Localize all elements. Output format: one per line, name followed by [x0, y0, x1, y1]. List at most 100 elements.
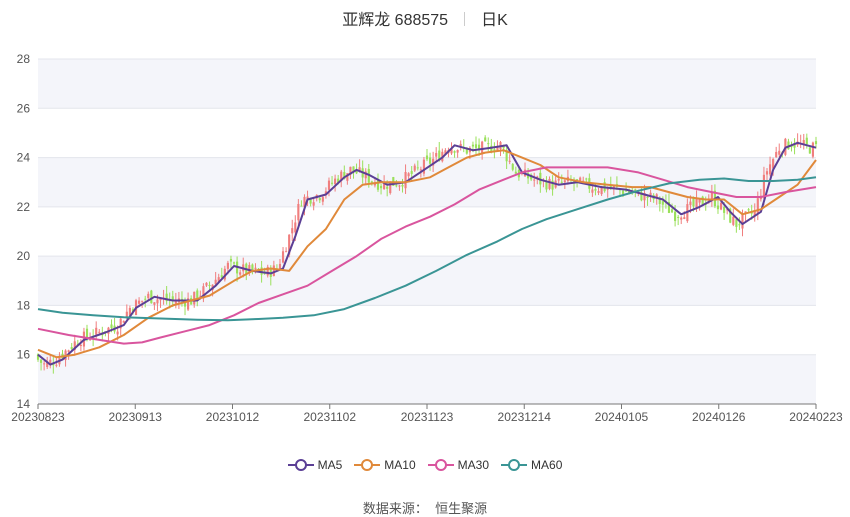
candle-body — [110, 324, 113, 329]
candle — [811, 141, 815, 159]
legend-item-ma30[interactable]: MA30 — [427, 458, 489, 472]
candle-body — [144, 298, 147, 300]
candle-body — [260, 267, 263, 275]
candle-body — [701, 196, 704, 206]
candle-body — [232, 262, 236, 264]
candle-body — [193, 291, 196, 305]
candle — [239, 269, 242, 277]
candle-body — [159, 298, 162, 301]
candle-body — [327, 180, 331, 190]
candle-body — [395, 185, 398, 187]
candle-body — [658, 198, 661, 204]
x-tick-label: 20230823 — [11, 410, 65, 424]
candle-body — [533, 179, 536, 181]
candle — [453, 150, 456, 158]
candle-body — [551, 180, 554, 190]
candle-body — [496, 146, 499, 152]
candle — [435, 147, 438, 162]
candle-body — [404, 172, 407, 189]
line-ma30 — [37, 166, 817, 345]
legend-item-ma60[interactable]: MA60 — [501, 458, 562, 472]
candle-body — [738, 224, 741, 226]
x-tick-label: 20240223 — [789, 410, 843, 424]
candle — [505, 146, 508, 170]
candle-body — [808, 147, 811, 154]
candle — [768, 156, 772, 177]
candle-body — [128, 307, 131, 316]
candle — [95, 321, 98, 341]
candle-body — [386, 186, 389, 189]
candle-body — [600, 186, 603, 195]
candle-body — [346, 173, 349, 181]
candle — [404, 164, 407, 194]
candle-body — [337, 178, 340, 183]
candle-body — [334, 178, 337, 185]
candle — [422, 156, 426, 177]
candle — [484, 135, 487, 142]
candle-body — [55, 364, 58, 366]
candle-body — [352, 166, 355, 172]
candle — [514, 166, 517, 174]
candle-body — [318, 198, 321, 201]
plot-band — [38, 59, 816, 109]
candle-body — [398, 185, 401, 187]
y-tick-label: 18 — [17, 298, 31, 312]
candle — [364, 168, 367, 186]
candle-body — [349, 166, 352, 175]
candle-body — [750, 212, 753, 214]
candle-body — [471, 144, 475, 147]
candle — [481, 140, 484, 160]
candle-body — [288, 234, 291, 255]
candle-body — [67, 350, 70, 352]
plot-band — [38, 256, 816, 306]
source-value: 恒生聚源 — [435, 501, 488, 516]
candle-body — [670, 209, 674, 213]
candle-body — [116, 331, 119, 335]
candle-body — [251, 264, 254, 271]
candle-body — [628, 190, 631, 194]
candle — [425, 148, 429, 162]
candle-body — [597, 191, 600, 193]
line-ma10 — [37, 149, 817, 359]
candle — [585, 177, 588, 182]
legend-label: MA10 — [384, 458, 416, 472]
candle — [508, 154, 511, 165]
candle-body — [278, 263, 282, 269]
candle-body — [579, 177, 582, 184]
legend-marker — [287, 459, 314, 471]
candlestick-chart: 14 16 18 20 22 24 26 28 20230823 20230913 20231012… — [11, 52, 843, 424]
legend-item-ma5[interactable]: MA5 — [287, 458, 342, 472]
candle-body — [297, 203, 300, 221]
candle-body — [379, 185, 383, 189]
candle-body — [753, 210, 756, 216]
candle-body — [487, 143, 490, 145]
candle — [511, 163, 514, 172]
candle-body — [358, 167, 361, 171]
candle — [159, 297, 162, 308]
candle-body — [465, 147, 468, 154]
candle-body — [511, 164, 514, 170]
candle — [729, 207, 732, 224]
candle-body — [416, 167, 419, 169]
candle — [416, 160, 419, 171]
legend-item-ma10[interactable]: MA10 — [354, 458, 416, 472]
line-ma60 — [37, 176, 817, 322]
candle-body — [811, 142, 815, 157]
candle — [432, 151, 435, 173]
candle-body — [505, 150, 508, 162]
candle-body — [46, 361, 49, 368]
candle-body — [174, 301, 177, 304]
candle-body — [294, 222, 297, 233]
candle-body — [73, 341, 76, 350]
candle-body — [183, 301, 187, 307]
candle — [324, 187, 327, 199]
candle-body — [147, 293, 150, 299]
candle — [499, 140, 502, 157]
candle-body — [43, 363, 46, 365]
candle-body — [576, 179, 579, 181]
candle — [732, 208, 735, 227]
candle — [462, 139, 465, 153]
candle-body — [324, 191, 327, 195]
candle-body — [85, 328, 89, 338]
candle-body — [70, 347, 73, 350]
